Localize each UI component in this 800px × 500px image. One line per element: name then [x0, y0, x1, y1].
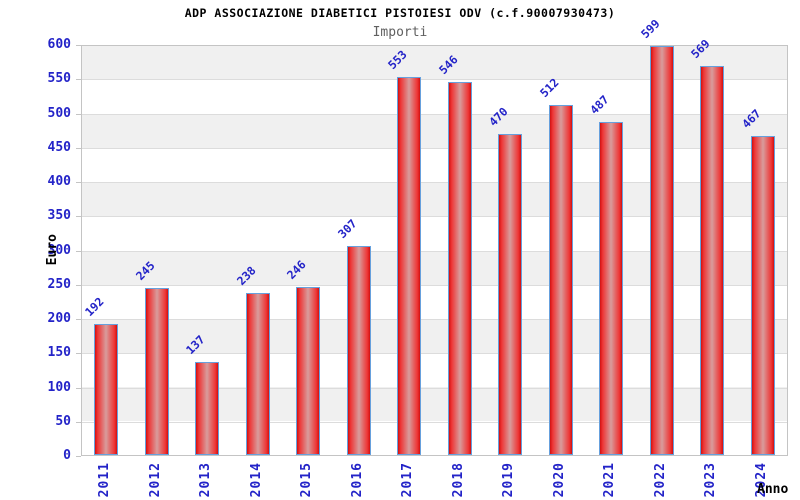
bar [245, 292, 270, 455]
gridline [82, 319, 787, 320]
y-axis-label: Euro [45, 233, 60, 265]
y-tick-mark [76, 216, 81, 218]
y-tick-label: 300 [47, 242, 71, 258]
x-axis-label: Anno [757, 482, 789, 497]
gridline [82, 284, 787, 286]
gridline [82, 353, 787, 355]
background-band [82, 148, 787, 183]
y-tick-label: 400 [47, 174, 71, 189]
y-tick-mark [76, 79, 81, 81]
y-tick-mark [76, 45, 81, 46]
y-tick-label: 100 [47, 379, 71, 395]
y-tick-mark [76, 250, 81, 252]
y-tick-mark [76, 113, 81, 115]
background-band [82, 80, 787, 115]
x-tick-label: 2020 [551, 462, 567, 498]
bar [296, 287, 321, 455]
chart-subtitle: Importi [372, 25, 428, 40]
background-band [82, 250, 787, 285]
bar [498, 134, 523, 455]
bar [649, 45, 674, 455]
x-tick-label: 2023 [703, 462, 719, 498]
gridline [82, 113, 787, 115]
chart-title: ADP ASSOCIAZIONE DIABETICI PISTOIESI ODV… [184, 6, 616, 20]
x-tick-label: 2015 [299, 462, 315, 498]
y-tick-mark [76, 421, 81, 423]
y-tick-label: 50 [55, 413, 71, 429]
bar [144, 288, 169, 455]
y-tick-label: 500 [47, 105, 71, 121]
bar [700, 66, 725, 455]
y-tick-label: 0 [63, 448, 71, 463]
y-tick-label: 450 [47, 139, 71, 155]
bar [750, 136, 775, 455]
x-tick-label: 2014 [248, 462, 264, 498]
gridline [82, 182, 787, 183]
y-tick-label: 250 [47, 276, 71, 292]
background-band [82, 182, 787, 217]
y-tick-mark [76, 284, 81, 286]
y-tick-mark [76, 319, 81, 320]
background-band [82, 216, 787, 251]
bar [599, 122, 624, 455]
bar [346, 245, 371, 455]
background-band [82, 352, 787, 387]
x-tick-label: 2021 [602, 462, 618, 498]
bar [397, 77, 422, 455]
gridline [82, 250, 787, 252]
background-band [82, 46, 787, 81]
y-tick-label: 150 [47, 345, 71, 361]
x-tick-label: 2012 [147, 462, 163, 498]
gridline [82, 147, 787, 149]
x-tick-label: 2022 [652, 462, 668, 498]
background-band [82, 284, 787, 319]
background-band [82, 114, 787, 149]
plot-area [81, 45, 788, 456]
y-tick-mark [76, 182, 81, 183]
y-tick-label: 600 [47, 37, 71, 52]
bar [94, 324, 119, 455]
bar [447, 81, 472, 455]
gridline [82, 79, 787, 81]
background-band [82, 386, 787, 421]
y-tick-label: 550 [47, 71, 71, 87]
y-tick-label: 350 [47, 208, 71, 224]
bar [195, 362, 220, 455]
y-tick-mark [76, 353, 81, 355]
x-tick-label: 2018 [450, 462, 466, 498]
background-band [82, 420, 787, 455]
x-tick-label: 2011 [97, 462, 113, 498]
y-tick-mark [76, 147, 81, 149]
gridline [82, 216, 787, 218]
y-tick-mark [76, 387, 81, 389]
y-tick-label: 200 [47, 311, 71, 326]
x-tick-label: 2017 [400, 462, 416, 498]
x-tick-label: 2013 [198, 462, 214, 498]
bar [548, 105, 573, 455]
gridline [82, 421, 787, 423]
gridline [82, 387, 787, 389]
x-tick-label: 2019 [501, 462, 517, 498]
x-tick-label: 2016 [349, 462, 365, 498]
y-tick-mark [76, 456, 81, 457]
